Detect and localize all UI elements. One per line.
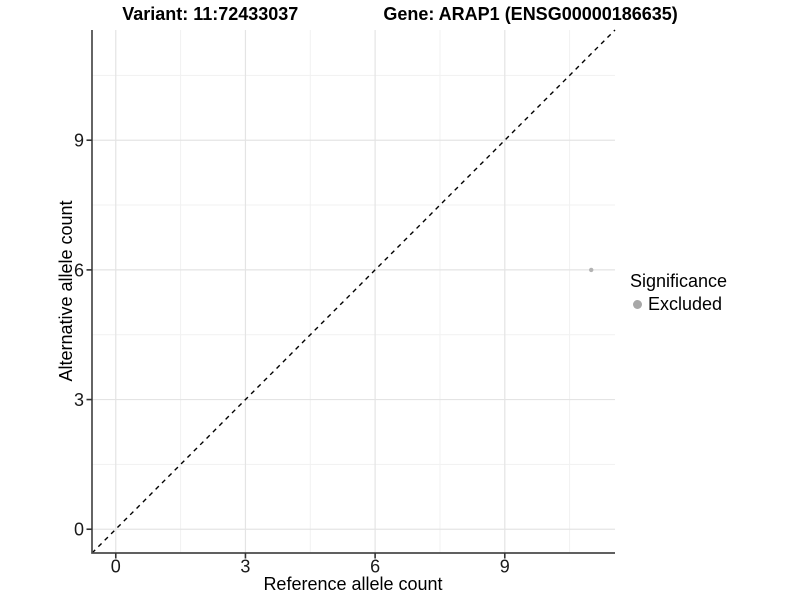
excluded-dot-icon: [633, 299, 642, 309]
legend-title: Significance: [630, 271, 728, 291]
x-axis-label: Reference allele count: [263, 574, 443, 594]
axis-lines: [91, 30, 615, 554]
y-tick-label: 9: [74, 131, 84, 151]
y-tick-label: 0: [74, 520, 84, 540]
y-tick-label: 3: [74, 390, 84, 410]
variant-title: Variant: 11:72433037: [122, 4, 299, 24]
legend: Significance Excluded: [630, 271, 727, 314]
legend-entry-excluded: Excluded: [633, 294, 727, 314]
identity-line: [91, 29, 616, 554]
chart-title: Variant: 11:72433037 Gene: ARAP1 (ENSG00…: [0, 4, 800, 25]
gene-title: Gene: ARAP1 (ENSG00000186635): [383, 4, 678, 24]
data-point: [589, 267, 594, 273]
x-tick-label: 9: [500, 557, 510, 577]
x-tick-label: 6: [370, 557, 380, 577]
y-tick-label: 6: [74, 260, 84, 280]
legend-entry-label: Excluded: [648, 294, 723, 314]
x-tick-label: 0: [111, 557, 121, 577]
y-axis-label: Alternative allele count: [56, 200, 76, 382]
x-tick-label: 3: [240, 557, 250, 577]
